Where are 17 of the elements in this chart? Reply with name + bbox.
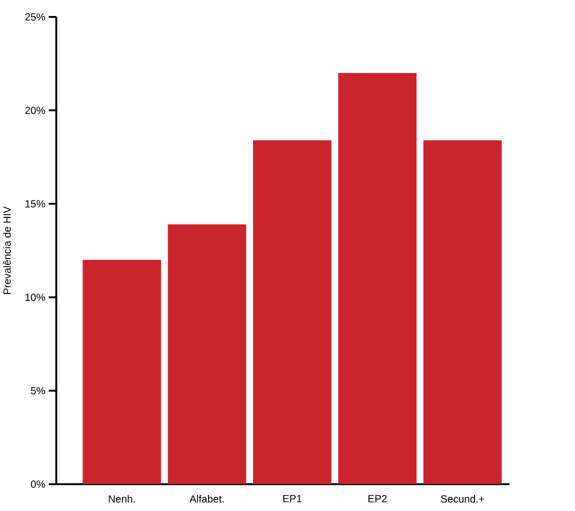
y-tick-label: 20% (25, 106, 46, 114)
x-tick-label: Nenh. (108, 494, 135, 502)
bar (253, 140, 332, 484)
x-tick-label: EP1 (283, 494, 302, 502)
y-tick-label: 0% (30, 480, 46, 488)
y-axis-title: Prevalência de HIV (3, 206, 11, 294)
y-tick-label: 5% (30, 386, 46, 394)
bar (338, 72, 417, 484)
x-tick-label: Alfabet. (190, 494, 224, 502)
y-tick-label: 10% (26, 293, 46, 301)
bar (82, 260, 162, 484)
bar (168, 224, 246, 484)
y-tick-label: 25% (25, 13, 46, 20)
x-tick-label: EP2 (368, 494, 387, 502)
y-tick-label: 15% (26, 200, 46, 208)
bar (423, 140, 502, 484)
x-tick-label: Secund.+ (441, 494, 484, 502)
